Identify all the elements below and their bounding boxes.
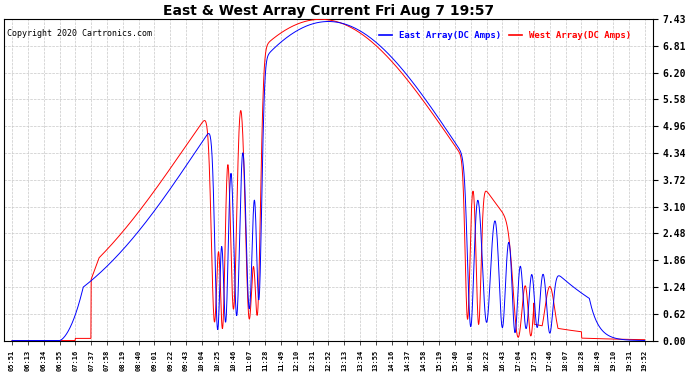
Title: East & West Array Current Fri Aug 7 19:57: East & West Array Current Fri Aug 7 19:5… xyxy=(163,4,494,18)
Text: Copyright 2020 Cartronics.com: Copyright 2020 Cartronics.com xyxy=(8,29,152,38)
Legend: East Array(DC Amps), West Array(DC Amps): East Array(DC Amps), West Array(DC Amps) xyxy=(375,27,635,43)
